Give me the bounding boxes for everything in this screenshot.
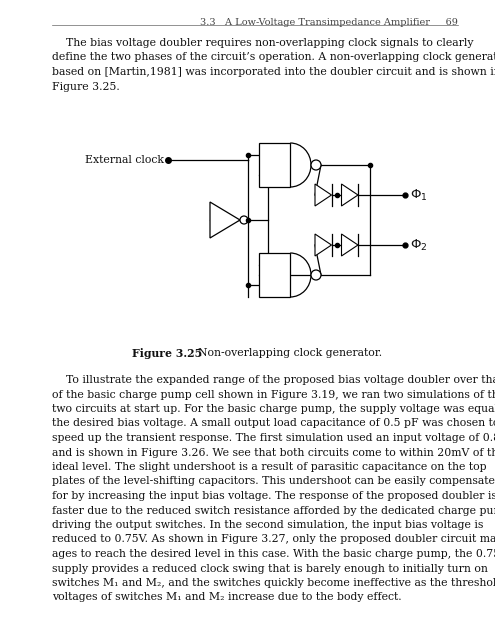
Text: $\Phi_2$: $\Phi_2$: [410, 237, 428, 253]
Circle shape: [240, 216, 248, 224]
Text: Non-overlapping clock generator.: Non-overlapping clock generator.: [184, 348, 382, 358]
Bar: [259, 143, 290, 187]
Text: reduced to 0.75V. As shown in Figure 3.27, only the proposed doubler circuit man: reduced to 0.75V. As shown in Figure 3.2…: [52, 534, 495, 545]
Text: Figure 3.25.: Figure 3.25.: [52, 81, 120, 92]
Text: plates of the level-shifting capacitors. This undershoot can be easily compensat: plates of the level-shifting capacitors.…: [52, 477, 495, 486]
Text: driving the output switches. In the second simulation, the input bias voltage is: driving the output switches. In the seco…: [52, 520, 484, 530]
Text: for by increasing the input bias voltage. The response of the proposed doubler i: for by increasing the input bias voltage…: [52, 491, 495, 501]
Text: of the basic charge pump cell shown in Figure 3.19, we ran two simulations of th: of the basic charge pump cell shown in F…: [52, 390, 495, 399]
Text: speed up the transient response. The first simulation used an input voltage of 0: speed up the transient response. The fir…: [52, 433, 495, 443]
Bar: [259, 253, 290, 297]
Text: define the two phases of the circuit’s operation. A non-overlapping clock genera: define the two phases of the circuit’s o…: [52, 52, 495, 63]
Text: and is shown in Figure 3.26. We see that both circuits come to within 20mV of th: and is shown in Figure 3.26. We see that…: [52, 447, 495, 458]
Text: supply provides a reduced clock swing that is barely enough to initially turn on: supply provides a reduced clock swing th…: [52, 563, 488, 573]
Text: two circuits at start up. For the basic charge pump, the supply voltage was equa: two circuits at start up. For the basic …: [52, 404, 495, 414]
Polygon shape: [315, 184, 332, 206]
Text: ideal level. The slight undershoot is a result of parasitic capacitance on the t: ideal level. The slight undershoot is a …: [52, 462, 487, 472]
Text: based on [Martin,1981] was incorporated into the doubler circuit and is shown in: based on [Martin,1981] was incorporated …: [52, 67, 495, 77]
Text: faster due to the reduced switch resistance afforded by the dedicated charge pum: faster due to the reduced switch resista…: [52, 506, 495, 515]
Text: External clock: External clock: [85, 155, 164, 165]
Text: $\Phi_1$: $\Phi_1$: [410, 188, 428, 202]
Text: switches M₁ and M₂, and the switches quickly become ineffective as the threshold: switches M₁ and M₂, and the switches qui…: [52, 578, 495, 588]
Text: voltages of switches M₁ and M₂ increase due to the body effect.: voltages of switches M₁ and M₂ increase …: [52, 593, 401, 602]
Circle shape: [311, 160, 321, 170]
Polygon shape: [315, 234, 332, 256]
Text: ages to reach the desired level in this case. With the basic charge pump, the 0.: ages to reach the desired level in this …: [52, 549, 495, 559]
Text: To illustrate the expanded range of the proposed bias voltage doubler over that: To illustrate the expanded range of the …: [52, 375, 495, 385]
Polygon shape: [210, 202, 240, 238]
Text: The bias voltage doubler requires non-overlapping clock signals to clearly: The bias voltage doubler requires non-ov…: [52, 38, 474, 48]
Text: 3.3   A Low-Voltage Transimpedance Amplifier     69: 3.3 A Low-Voltage Transimpedance Amplifi…: [200, 18, 458, 27]
Text: the desired bias voltage. A small output load capacitance of 0.5 pF was chosen t: the desired bias voltage. A small output…: [52, 419, 495, 429]
Circle shape: [311, 270, 321, 280]
Polygon shape: [342, 234, 358, 256]
Polygon shape: [342, 184, 358, 206]
Text: Figure 3.25: Figure 3.25: [132, 348, 202, 359]
